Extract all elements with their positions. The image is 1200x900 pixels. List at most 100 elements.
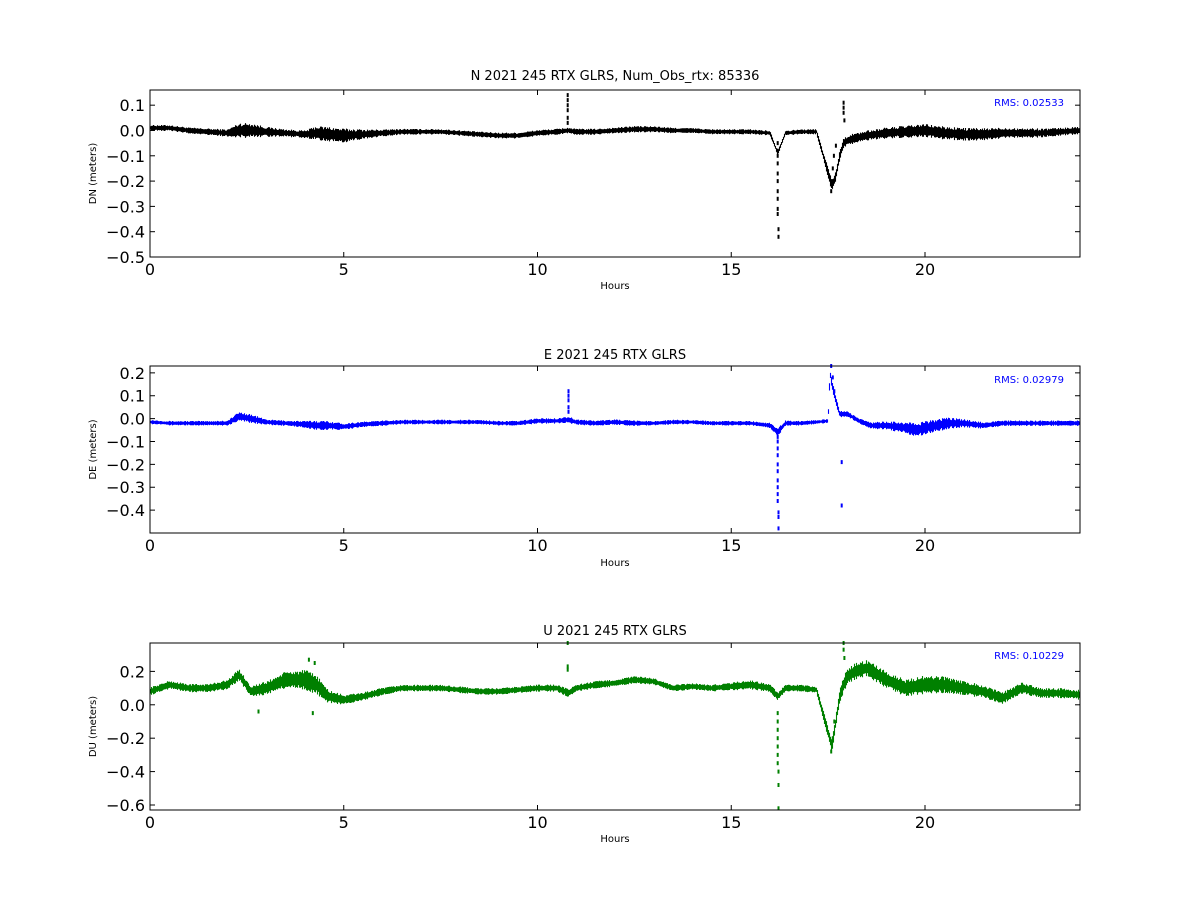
- data-point: [842, 647, 845, 652]
- y-tick-label: −0.4: [106, 501, 145, 520]
- y-tick-label: −0.2: [106, 729, 145, 748]
- data-point: [567, 398, 570, 403]
- data-point: [776, 485, 779, 490]
- data-point: [307, 657, 310, 662]
- data-point: [777, 526, 780, 531]
- data-point: [830, 189, 833, 194]
- data-point: [777, 510, 780, 515]
- axes-frame: [149, 365, 1081, 534]
- rms-label: RMS: 0.02979: [994, 375, 1064, 386]
- data-point: [840, 503, 843, 508]
- axes-frame: [149, 89, 1081, 258]
- x-tick-label: 15: [721, 813, 741, 832]
- x-axis-label: Hours: [600, 834, 629, 845]
- data-point: [776, 478, 779, 483]
- panel-up: U 2021 245 RTX GLRS DU (meters) Hours RM…: [88, 624, 1081, 845]
- rms-label: RMS: 0.10229: [994, 651, 1064, 662]
- panel-title: U 2021 245 RTX GLRS: [543, 624, 686, 639]
- data-point: [776, 469, 779, 474]
- plot-area: [149, 364, 1081, 531]
- data-point: [566, 98, 569, 103]
- x-axis-label: Hours: [600, 558, 629, 569]
- panel-north: N 2021 245 RTX GLRS, Num_Obs_rtx: 85336 …: [88, 69, 1081, 292]
- data-point: [567, 393, 570, 398]
- x-tick-label: 10: [527, 260, 547, 279]
- y-tick-label: −0.3: [106, 478, 145, 497]
- x-tick-label: 10: [527, 813, 547, 832]
- x-tick-label: 20: [915, 536, 935, 555]
- y-tick-label: 0.2: [120, 364, 145, 383]
- data-point: [566, 93, 569, 98]
- tick-layer: 0 5 10 15 20 0.2 0.0 −0.2 −0.4 −0.6: [106, 643, 1080, 832]
- y-tick-label: −0.1: [106, 432, 145, 451]
- data-point: [843, 656, 846, 660]
- x-tick-label: 0: [145, 536, 155, 555]
- data-point: [830, 749, 833, 754]
- data-point: [776, 499, 779, 503]
- rms-label: RMS: 0.02533: [994, 98, 1064, 109]
- x-tick-label: 5: [339, 536, 349, 555]
- data-point: [566, 120, 569, 125]
- panel-title: N 2021 245 RTX GLRS, Num_Obs_rtx: 85336: [471, 69, 760, 84]
- y-tick-label: −0.5: [106, 248, 145, 267]
- y-tick-label: −0.6: [106, 796, 145, 815]
- data-point: [843, 118, 846, 123]
- y-tick-label: 0.0: [120, 696, 145, 715]
- y-tick-label: −0.4: [106, 223, 145, 242]
- y-tick-label: 0.0: [120, 121, 145, 140]
- x-tick-label: 0: [145, 260, 155, 279]
- y-tick-label: −0.2: [106, 172, 145, 191]
- x-tick-label: 15: [721, 536, 741, 555]
- data-point: [831, 179, 833, 184]
- data-point: [313, 661, 316, 665]
- data-point: [842, 110, 845, 115]
- data-point: [776, 761, 779, 766]
- y-tick-label: −0.2: [106, 455, 145, 474]
- data-point: [776, 439, 779, 444]
- data-point: [566, 667, 569, 672]
- data-point: [567, 409, 570, 414]
- data-point: [776, 719, 779, 724]
- data-point: [776, 446, 779, 451]
- data-point: [840, 460, 843, 465]
- x-axis-label: Hours: [600, 281, 629, 292]
- panel-title: E 2021 245 RTX GLRS: [544, 348, 686, 363]
- data-point: [831, 375, 834, 380]
- data-point: [776, 196, 779, 201]
- data-point: [833, 719, 836, 724]
- y-tick-label: 0.1: [120, 96, 145, 115]
- x-tick-label: 5: [339, 813, 349, 832]
- data-point: [842, 105, 845, 110]
- data-point: [832, 153, 835, 158]
- data-point: [567, 389, 570, 394]
- y-axis-label: DU (meters): [88, 696, 99, 757]
- data-point: [776, 711, 779, 716]
- data-point: [566, 103, 569, 108]
- x-tick-label: 20: [915, 813, 935, 832]
- data-point: [831, 736, 834, 741]
- data-point: [777, 783, 780, 787]
- data-point: [776, 148, 779, 153]
- panel-east: E 2021 245 RTX GLRS DE (meters) Hours RM…: [88, 348, 1081, 569]
- y-axis-label: DE (meters): [88, 419, 99, 479]
- data-point: [257, 709, 260, 714]
- data-point: [776, 206, 779, 211]
- x-tick-label: 15: [721, 260, 741, 279]
- data-point: [566, 664, 569, 669]
- data-point: [776, 179, 779, 184]
- data-point: [777, 234, 780, 239]
- y-tick-label: 0.0: [120, 410, 145, 429]
- data-point: [776, 189, 779, 194]
- data-point: [831, 166, 834, 171]
- tick-layer: 0 5 10 15 20 0.2 0.1 0.0 −0.1 −0.2 −0.3 −0.4: [106, 364, 1080, 555]
- y-tick-label: −0.1: [106, 147, 145, 166]
- y-axis-label: DN (meters): [88, 143, 99, 205]
- data-point: [776, 153, 779, 158]
- tick-layer: 0 5 10 15 20 0.1 0.0 −0.1 −0.2 −0.3 −0.4 −0.5: [106, 90, 1080, 279]
- data-point: [776, 462, 779, 467]
- data-point: [567, 405, 570, 410]
- y-tick-label: 0.1: [120, 387, 145, 406]
- data-point: [776, 492, 779, 497]
- data-point: [776, 752, 779, 757]
